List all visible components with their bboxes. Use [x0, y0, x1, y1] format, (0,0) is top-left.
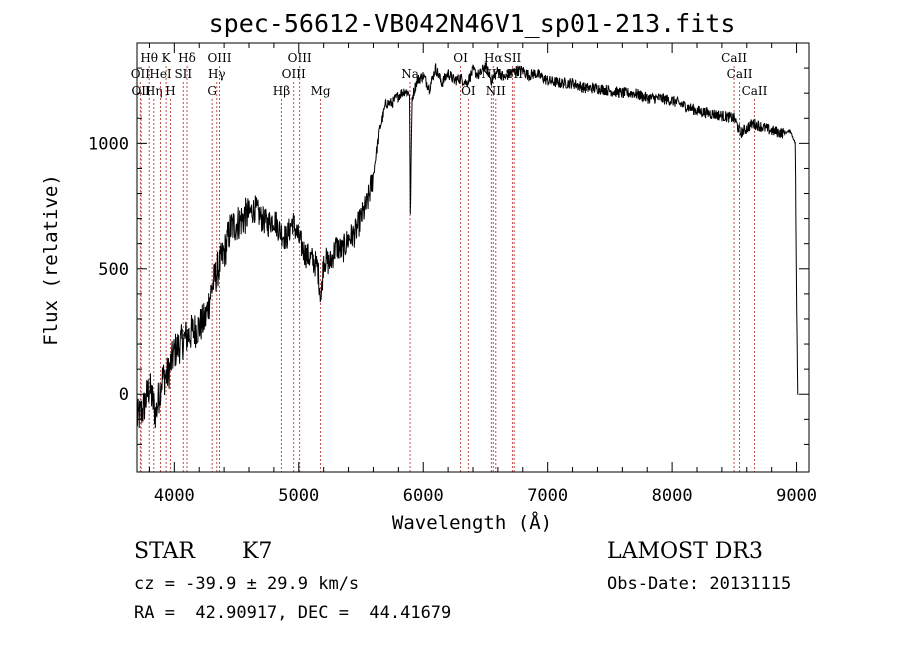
plot-frame: [136, 42, 810, 473]
x-tick-label-5: 9000: [776, 486, 817, 506]
line-label-15: Mg: [311, 84, 331, 98]
line-label-7: SII: [174, 67, 192, 81]
line-label-21: NII: [486, 84, 506, 98]
line-label-10: Hγ: [208, 67, 226, 81]
line-label-16: Na: [401, 67, 419, 81]
line-label-26: CaII: [742, 84, 768, 98]
line-label-14: OIII: [288, 51, 312, 65]
survey-name: LAMOST DR3: [607, 539, 763, 564]
line-label-4: HeI: [149, 67, 172, 81]
line-label-13: OIII: [282, 67, 306, 81]
line-label-3: Hη: [145, 84, 163, 98]
x-tick-label-3: 7000: [527, 486, 568, 506]
line-label-0: OII: [131, 67, 151, 81]
redshift-info: cz = -39.9 ± 29.9 km/s: [134, 574, 360, 594]
x-tick-label-1: 5000: [278, 486, 319, 506]
line-label-20: Hα: [484, 51, 503, 65]
axis-ticks: 4000 5000 6000 7000 8000 9000 0 500 1000: [88, 43, 817, 506]
chart-title: spec-56612-VB042N46V1_sp01-213.fits: [209, 9, 736, 38]
line-label-5: K: [162, 51, 172, 65]
emission-line-markers: OII OII Hθ Hη HeI K H SII Hδ G Hγ OIII Hβ OIII OIII Mg N…: [131, 51, 768, 472]
line-label-11: OIII: [207, 51, 231, 65]
line-label-8: Hδ: [178, 51, 196, 65]
line-label-1: OII: [131, 84, 151, 98]
line-label-24: CaII: [721, 51, 747, 65]
x-tick-label-4: 8000: [652, 486, 693, 506]
y-axis-label: Flux (relative): [40, 174, 62, 346]
line-label-9: G: [207, 84, 217, 98]
line-label-17: OI: [453, 51, 468, 65]
y-tick-label-0: 0: [119, 385, 129, 405]
x-tick-label-2: 6000: [403, 486, 444, 506]
object-subclass: K7: [242, 539, 273, 564]
line-label-18: OI: [461, 84, 476, 98]
y-tick-label-2: 1000: [88, 134, 129, 154]
y-tick-label-1: 500: [98, 260, 129, 280]
line-label-22: SII: [504, 51, 522, 65]
spectrum-series: [136, 61, 799, 429]
observation-date: Obs-Date: 20131115: [607, 574, 792, 594]
line-label-6: H: [165, 84, 175, 98]
line-label-2: Hθ: [140, 51, 158, 65]
object-class: STAR: [134, 539, 195, 564]
coordinates: RA = 42.90917, DEC = 44.41679: [134, 603, 452, 623]
spectrum-line: [136, 61, 799, 429]
x-tick-label-0: 4000: [154, 486, 195, 506]
x-axis-label: Wavelength (Å): [392, 511, 552, 534]
line-label-25: CaII: [727, 67, 753, 81]
line-label-12: Hβ: [273, 84, 290, 98]
